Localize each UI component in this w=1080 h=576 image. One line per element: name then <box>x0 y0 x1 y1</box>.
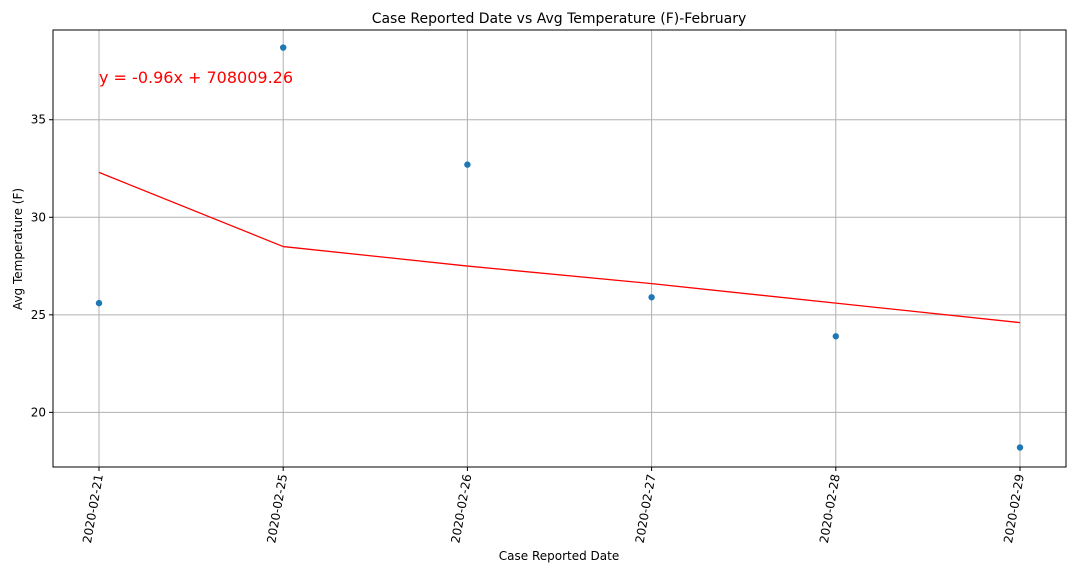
chart-title: Case Reported Date vs Avg Temperature (F… <box>372 11 747 27</box>
y-tick-label: 25 <box>31 308 46 322</box>
fit-line-segment <box>98 171 284 248</box>
y-tick-label: 30 <box>31 210 46 224</box>
plot-area-frame <box>52 29 1067 468</box>
y-axis: 20 25 30 35 <box>31 113 53 419</box>
data-point <box>280 44 287 51</box>
y-tick-label: 35 <box>31 113 46 127</box>
fit-line-segment <box>835 302 1021 324</box>
points-layer <box>95 44 1024 451</box>
data-point <box>464 161 471 168</box>
data-point <box>648 294 655 301</box>
fit-line-segment <box>467 265 652 285</box>
y-tick-label: 20 <box>31 405 46 419</box>
x-axis-title: Case Reported Date <box>499 549 619 563</box>
fit-line-segment <box>283 245 468 267</box>
data-point <box>832 333 839 340</box>
fit-line-layer <box>98 171 1021 324</box>
data-point <box>95 299 103 307</box>
grid <box>53 30 1066 467</box>
data-point <box>1016 444 1024 451</box>
fit-line-segment <box>651 282 836 304</box>
regression-equation: y = -0.96x + 708009.26 <box>99 68 293 87</box>
y-axis-title: Avg Temperature (F) <box>11 188 25 310</box>
